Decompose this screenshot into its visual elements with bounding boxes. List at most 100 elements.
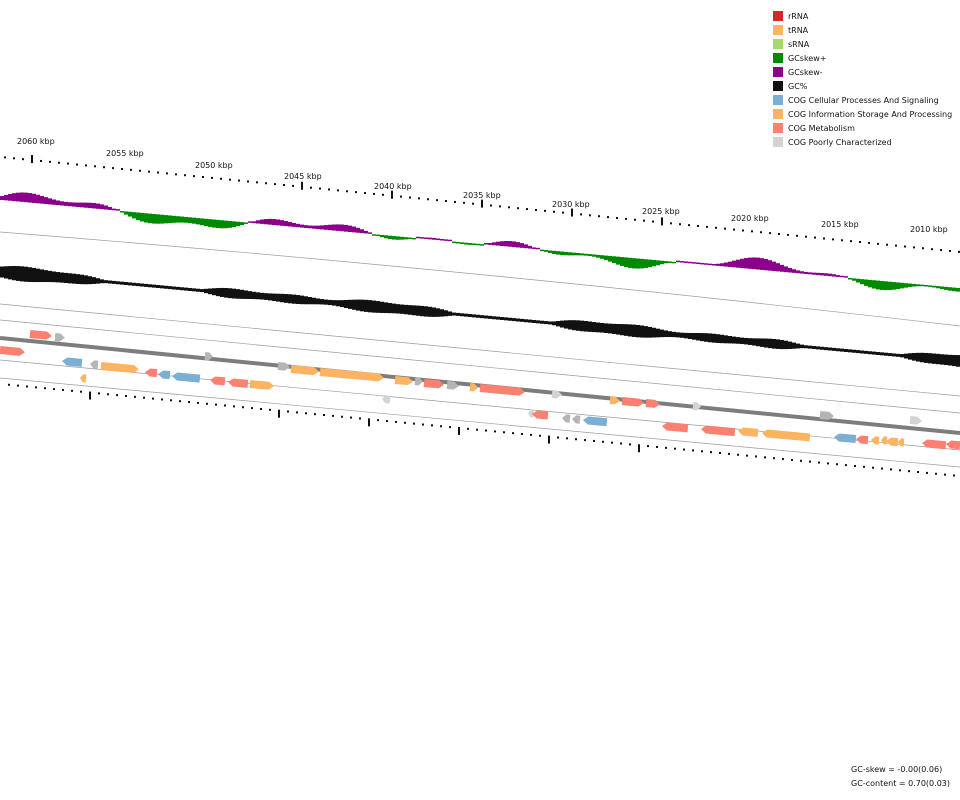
gc-content-bar <box>220 287 224 297</box>
gc-skew-bar <box>708 263 712 266</box>
tick-label: 2030 kbp <box>552 200 590 209</box>
gc-content-bar <box>724 335 728 344</box>
gc-skew-bar <box>560 251 564 256</box>
gc-content-bar <box>660 329 664 338</box>
scale-tick <box>148 170 150 173</box>
gc-skew-bar <box>204 218 208 227</box>
gc-skew-bar <box>436 238 440 241</box>
gene-feature <box>562 414 571 423</box>
gc-content-bar <box>704 333 708 342</box>
gc-content-bar <box>656 328 660 338</box>
gc-skew-bar <box>576 252 580 256</box>
gc-content-bar <box>328 299 332 306</box>
gc-content-bar <box>460 313 464 317</box>
gc-content-bar <box>228 288 232 299</box>
scale-tick <box>206 402 208 405</box>
gc-content-bar <box>688 332 692 340</box>
gc-content-bar <box>716 334 720 343</box>
gc-skew-bar <box>448 239 452 242</box>
gc-content-bar <box>468 314 472 318</box>
scale-tick <box>4 156 6 159</box>
gc-content-bar <box>204 288 208 294</box>
gc-content-bar <box>280 293 284 303</box>
gc-content-bar <box>76 274 80 284</box>
gene-feature <box>54 333 65 342</box>
scale-tick <box>922 247 924 250</box>
gene-feature <box>210 376 226 386</box>
gc-content-bar <box>476 314 480 318</box>
gc-content-bar <box>944 354 948 366</box>
scale-tick <box>22 158 24 161</box>
gc-content-bar <box>848 349 852 353</box>
gene-feature <box>90 360 99 369</box>
gc-content-bar <box>808 345 812 349</box>
gc-skew-bar <box>628 257 632 268</box>
scale-tick <box>283 184 285 187</box>
gc-skew-bar <box>288 221 292 227</box>
gc-skew-bar <box>888 281 892 291</box>
gc-content-bar <box>548 321 552 325</box>
legend-item: GCskew- <box>773 65 952 79</box>
scale-tick <box>314 413 316 416</box>
gene-feature <box>898 438 905 447</box>
gc-content-bar <box>736 337 740 344</box>
gc-skew-bar <box>52 199 56 205</box>
gc-skew-bar <box>744 258 748 269</box>
gc-content-bar <box>720 334 724 344</box>
gc-content-bar <box>188 287 192 291</box>
gc-content-bar <box>832 347 836 351</box>
gc-content-bar <box>440 309 444 317</box>
gc-content-bar <box>332 300 336 306</box>
scale-tick <box>728 452 730 455</box>
gc-skew-bar <box>792 269 796 273</box>
gc-skew-bar <box>836 275 840 277</box>
gene-feature <box>394 376 413 386</box>
scale-tick <box>58 161 60 164</box>
gc-content-bar <box>772 338 776 349</box>
scale-tick <box>548 435 550 444</box>
scale-tick <box>71 389 73 392</box>
gc-skew-bar <box>556 251 560 255</box>
gc-content-bar <box>596 322 600 333</box>
gene-feature <box>922 439 947 450</box>
gc-skew-bar <box>112 208 116 211</box>
gc-skew-bar <box>536 247 540 250</box>
scale-tick <box>616 216 618 219</box>
tick-label: 2015 kbp <box>821 220 859 229</box>
scale-tick <box>886 243 888 246</box>
gc-content-bar <box>276 293 280 302</box>
gc-skew-bar <box>928 285 932 287</box>
gc-content-bar <box>620 324 624 336</box>
gc-skew-bar <box>4 194 8 201</box>
gc-content-bar <box>116 281 120 285</box>
gc-skew-bar <box>648 259 652 268</box>
gc-content-bar <box>404 304 408 315</box>
gc-skew-bar <box>620 257 624 266</box>
gc-skew-bar <box>340 224 344 232</box>
gc-skew-bar <box>600 255 604 259</box>
gc-content-bar <box>612 323 616 334</box>
scale-tick <box>170 399 172 402</box>
gc-content-bar <box>520 318 524 322</box>
legend-item: tRNA <box>773 23 952 37</box>
gc-skew-bar <box>952 287 956 292</box>
scale-tick <box>665 446 667 449</box>
gc-content-bar <box>708 333 712 343</box>
gene-feature <box>29 330 52 340</box>
scale-tick <box>877 242 879 245</box>
gene-feature <box>834 433 857 444</box>
gc-skew-bar <box>320 225 324 230</box>
gc-content-bar <box>420 305 424 317</box>
gc-content-bar <box>252 291 256 300</box>
gc-content-bar <box>444 310 448 317</box>
gene-feature <box>0 346 25 356</box>
gc-skew-bar <box>492 242 496 246</box>
scale-tick <box>692 449 694 452</box>
gc-content-bar <box>496 316 500 320</box>
gc-skew-bar <box>72 202 76 207</box>
gc-content-bar <box>896 353 900 357</box>
scale-tick <box>382 193 384 196</box>
tick-label: 2025 kbp <box>642 207 680 216</box>
gc-content-bar <box>592 322 596 333</box>
gc-content-bar <box>268 293 272 301</box>
